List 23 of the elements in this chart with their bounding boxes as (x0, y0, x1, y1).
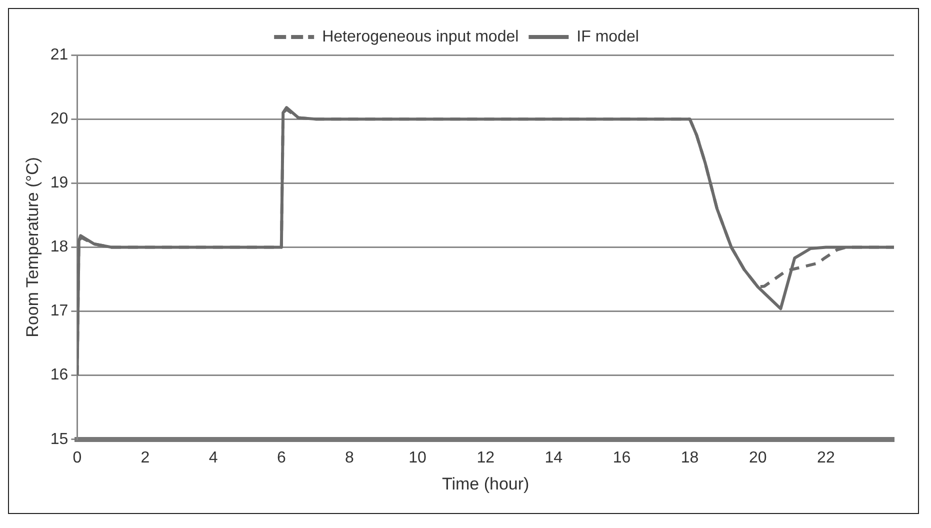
x-tick-label: 18 (680, 449, 699, 466)
x-tick-label: 10 (408, 449, 427, 466)
x-tick-label: 20 (748, 449, 767, 466)
y-tick-label: 16 (50, 366, 68, 384)
x-tick-label: 4 (208, 449, 218, 466)
y-tick-label: 19 (50, 174, 68, 192)
x-tick-label: 6 (276, 449, 286, 466)
x-tick-label: 22 (817, 449, 835, 466)
y-tick-label: 20 (50, 110, 68, 128)
x-tick-label: 0 (72, 449, 82, 466)
y-tick-label: 21 (50, 46, 68, 64)
legend-label: Heterogeneous input model (322, 28, 519, 46)
y-tick-label: 17 (50, 302, 68, 320)
x-tick-label: 14 (544, 449, 563, 466)
x-tick-label: 16 (612, 449, 631, 466)
x-axis-title: Time (hour) (442, 474, 530, 494)
y-tick-label: 15 (50, 430, 68, 448)
y-axis-title: Room Temperature (°C) (22, 157, 42, 338)
x-tick-label: 12 (476, 449, 495, 466)
legend-label: IF model (576, 28, 639, 46)
x-tick-label: 2 (140, 449, 150, 466)
y-tick-label: 18 (50, 238, 68, 256)
x-tick-label: 8 (345, 449, 354, 466)
